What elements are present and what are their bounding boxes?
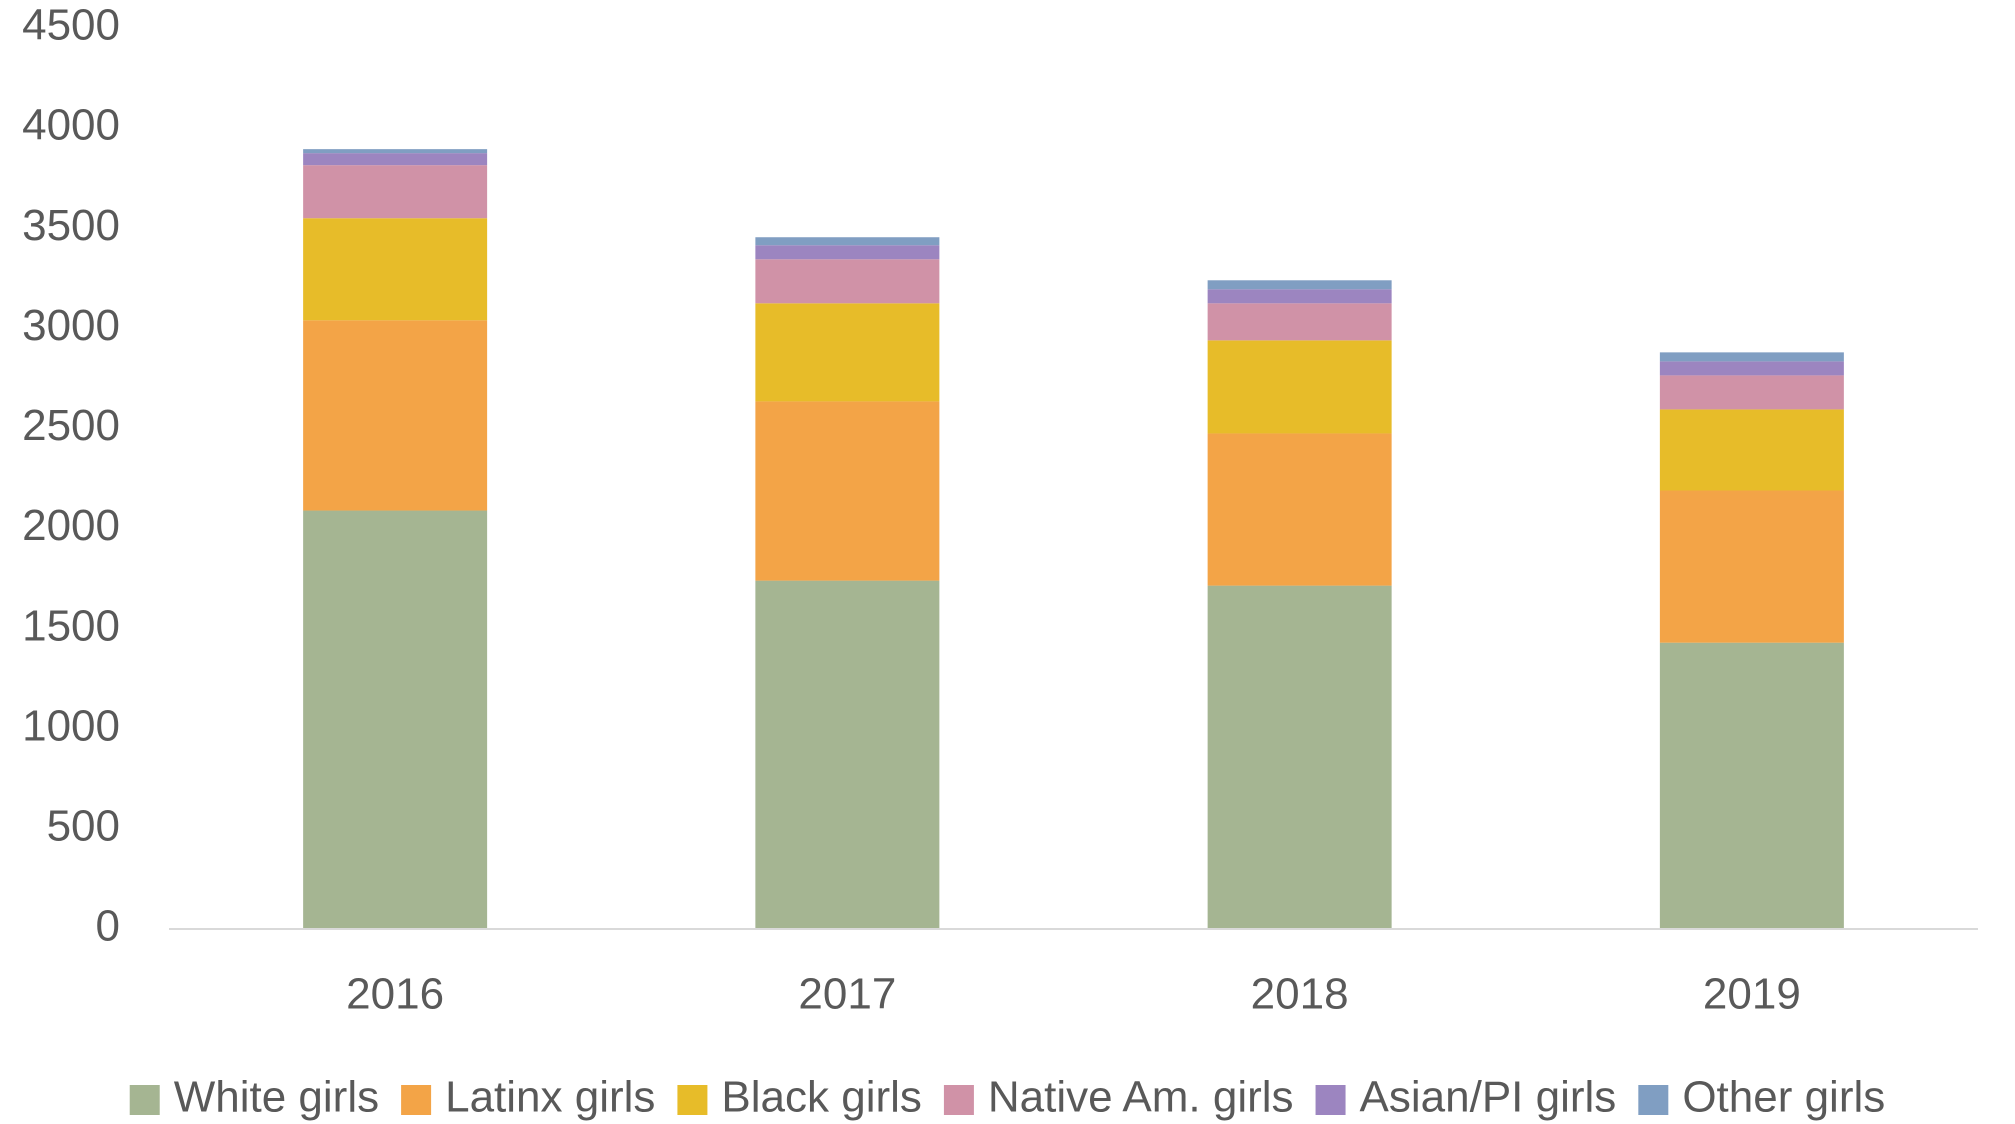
y-tick-label: 500 bbox=[47, 802, 120, 851]
legend-label: White girls bbox=[174, 1073, 379, 1122]
bar-segment bbox=[303, 149, 488, 154]
legend-swatch bbox=[1638, 1085, 1669, 1115]
bar-segment bbox=[303, 218, 488, 321]
bar-segment bbox=[755, 580, 940, 929]
x-tick-label: 2019 bbox=[1703, 970, 1801, 1019]
y-tick-label: 4500 bbox=[22, 1, 120, 50]
bar-segment bbox=[1659, 352, 1844, 362]
legend-swatch bbox=[943, 1085, 974, 1115]
y-tick-label: 0 bbox=[96, 902, 120, 951]
y-tick-label: 4000 bbox=[22, 101, 120, 150]
legend-swatch bbox=[401, 1085, 432, 1115]
bar-segment bbox=[1207, 433, 1392, 586]
bar-segment bbox=[303, 153, 488, 166]
y-tick-label: 1000 bbox=[22, 701, 120, 750]
y-tick-label: 1500 bbox=[22, 601, 120, 650]
bar-segment bbox=[303, 510, 488, 929]
bar-segment bbox=[1207, 280, 1392, 290]
bar-segment bbox=[755, 303, 940, 402]
bar-segment bbox=[303, 320, 488, 511]
x-tick-label: 2017 bbox=[798, 970, 896, 1019]
bar-segment bbox=[1207, 340, 1392, 434]
legend-label: Latinx girls bbox=[445, 1073, 655, 1122]
bar-segment bbox=[755, 401, 940, 581]
bar-segment bbox=[1659, 642, 1844, 929]
legend-label: Asian/PI girls bbox=[1360, 1073, 1617, 1122]
legend-swatch bbox=[129, 1085, 160, 1115]
bar-segment bbox=[1659, 375, 1844, 410]
legend-swatch bbox=[1315, 1085, 1346, 1115]
bar-segment bbox=[755, 237, 940, 246]
bar-segment bbox=[1207, 303, 1392, 341]
legend-swatch bbox=[677, 1085, 708, 1115]
legend-label: Black girls bbox=[721, 1073, 922, 1122]
y-tick-label: 2000 bbox=[22, 501, 120, 550]
y-tick-label: 3000 bbox=[22, 301, 120, 350]
legend-label: Native Am. girls bbox=[988, 1073, 1294, 1122]
y-tick-label: 3500 bbox=[22, 201, 120, 250]
bar-segment bbox=[303, 165, 488, 219]
bar-segment bbox=[1207, 585, 1392, 929]
bar-segment bbox=[755, 245, 940, 260]
legend-label: Other girls bbox=[1682, 1073, 1885, 1122]
bar-segment bbox=[755, 259, 940, 304]
x-tick-label: 2016 bbox=[346, 970, 444, 1019]
bar-segment bbox=[1659, 361, 1844, 376]
bar-segment bbox=[1659, 409, 1844, 491]
y-tick-label: 2500 bbox=[22, 401, 120, 450]
x-tick-label: 2018 bbox=[1251, 970, 1349, 1019]
bar-segment bbox=[1659, 490, 1844, 643]
bar-segment bbox=[1207, 289, 1392, 304]
